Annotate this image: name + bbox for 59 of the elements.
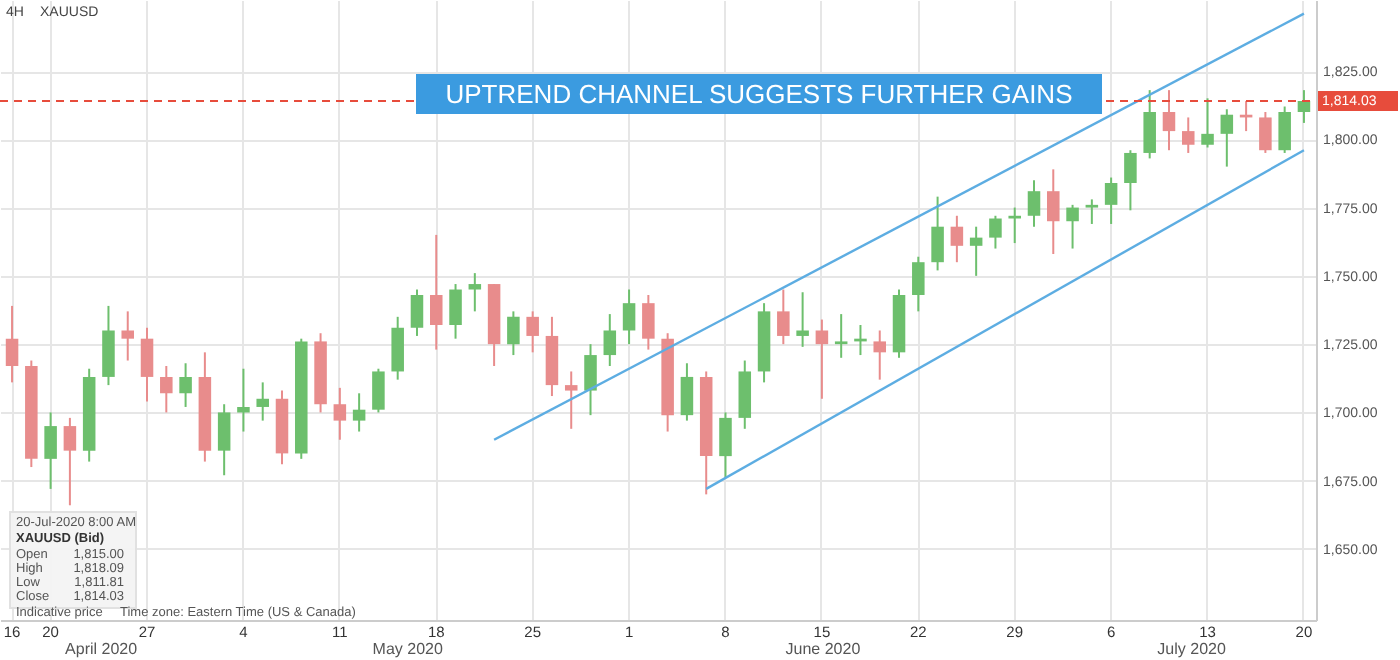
text: June 2020 [785, 640, 862, 658]
candlestick [1162, 89, 1176, 152]
candlestick [564, 370, 578, 430]
candlestick [391, 315, 404, 381]
candlestick [1027, 179, 1041, 228]
candlestick [1297, 89, 1311, 124]
text: UPTREND CHANNEL SUGGESTS FURTHER GAINS [445, 79, 1074, 109]
candlestick [1220, 108, 1234, 168]
candlestick [63, 416, 77, 507]
candlestick [372, 367, 385, 414]
candlestick [526, 310, 539, 354]
candlestick [352, 392, 366, 433]
candlestick [1008, 206, 1021, 245]
candlestick [237, 367, 250, 433]
candlestick [603, 313, 617, 367]
candlestick [1047, 168, 1060, 256]
candlestick [333, 386, 347, 441]
candlestick [449, 283, 462, 340]
candlestick [622, 288, 636, 346]
candlestick [796, 291, 809, 348]
candlestick [815, 318, 829, 400]
candlestick [102, 304, 115, 387]
candlestick [121, 310, 135, 362]
text: May 2020 [372, 640, 444, 658]
candlestick [719, 411, 732, 479]
candlestick [179, 362, 192, 408]
candlestick [5, 304, 19, 384]
candlestick [1259, 110, 1272, 154]
text: April 2020 [65, 640, 139, 658]
candlestick [680, 362, 694, 422]
candlestick [989, 214, 1002, 250]
candlestick [1085, 198, 1099, 225]
candlestick [1201, 97, 1214, 149]
candlestick [410, 288, 424, 337]
text: July 2020 [1157, 640, 1227, 658]
candlestick [584, 343, 597, 417]
candlestick [429, 233, 443, 351]
candlestick [1104, 176, 1118, 225]
candlestick [1143, 89, 1156, 160]
candlestick [738, 359, 752, 430]
candlestick [1181, 116, 1195, 154]
candlestick [969, 225, 983, 277]
candlestick [256, 381, 269, 422]
candlestick [468, 272, 482, 313]
candlestick [912, 255, 925, 313]
candlestick [160, 364, 173, 414]
candlestick [777, 288, 790, 346]
candlestick [217, 403, 231, 477]
candlestick [1278, 105, 1291, 154]
candlestick [1124, 149, 1137, 212]
candlestick [950, 214, 964, 264]
candlestick [873, 329, 887, 381]
candlestick [140, 326, 154, 403]
candlestick [44, 411, 57, 490]
candlestick [642, 293, 655, 351]
candlestick [834, 313, 848, 359]
candlestick [507, 310, 520, 357]
candlestick [931, 195, 944, 272]
candlestick [1066, 203, 1079, 250]
